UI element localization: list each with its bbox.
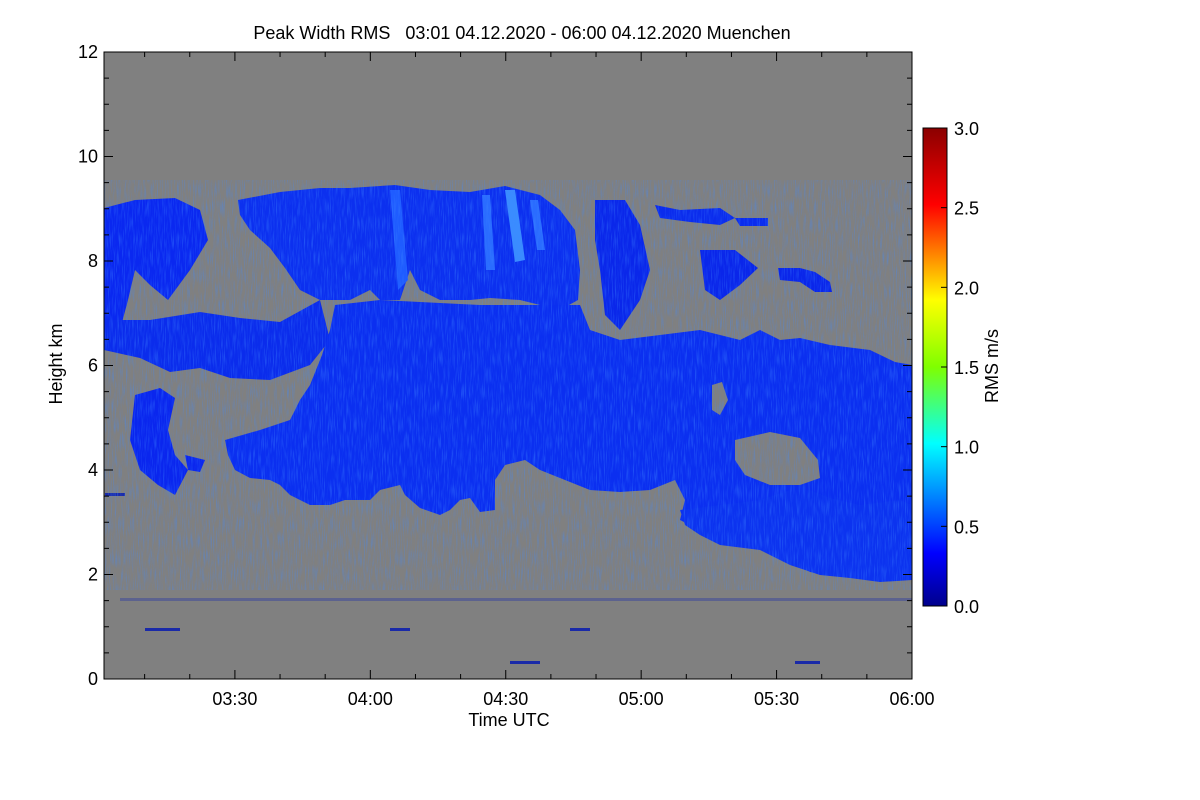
x-axis-label: Time UTC: [468, 710, 549, 730]
y-tick-label: 10: [78, 147, 98, 167]
x-axis: 03:30 04:00 04:30 05:00 05:30 06:00: [144, 52, 935, 709]
colorbar-tick-label: 1.0: [954, 438, 979, 458]
y-tick-label: 6: [88, 356, 98, 376]
x-tick-label: 05:00: [619, 689, 664, 709]
x-tick-label: 05:30: [754, 689, 799, 709]
colorbar-axis: 0.0 0.5 1.0 1.5 2.0 2.5 3.0: [941, 119, 979, 617]
colorbar-tick-label: 1.5: [954, 358, 979, 378]
colorbar-tick-label: 3.0: [954, 119, 979, 139]
x-tick-label: 04:00: [348, 689, 393, 709]
y-axis-label: Height km: [46, 323, 66, 404]
x-tick-label: 03:30: [212, 689, 257, 709]
x-tick-label: 04:30: [483, 689, 528, 709]
y-tick-label: 8: [88, 251, 98, 271]
y-tick-label: 4: [88, 460, 98, 480]
colorbar-tick-label: 2.5: [954, 199, 979, 219]
y-tick-label: 0: [88, 669, 98, 689]
colorbar-label: RMS m/s: [982, 329, 1002, 403]
cloud-echo-layer: [104, 180, 912, 664]
y-tick-label: 2: [88, 565, 98, 585]
chart-title: Peak Width RMS 03:01 04.12.2020 - 06:00 …: [253, 23, 790, 43]
y-axis: 0 2 4 6 8 10 12: [78, 42, 912, 689]
colorbar-tick-label: 2.0: [954, 278, 979, 298]
colorbar-tick-label: 0.5: [954, 517, 979, 537]
x-tick-label: 06:00: [889, 689, 934, 709]
y-tick-label: 12: [78, 42, 98, 62]
colorbar-tick-label: 0.0: [954, 597, 979, 617]
